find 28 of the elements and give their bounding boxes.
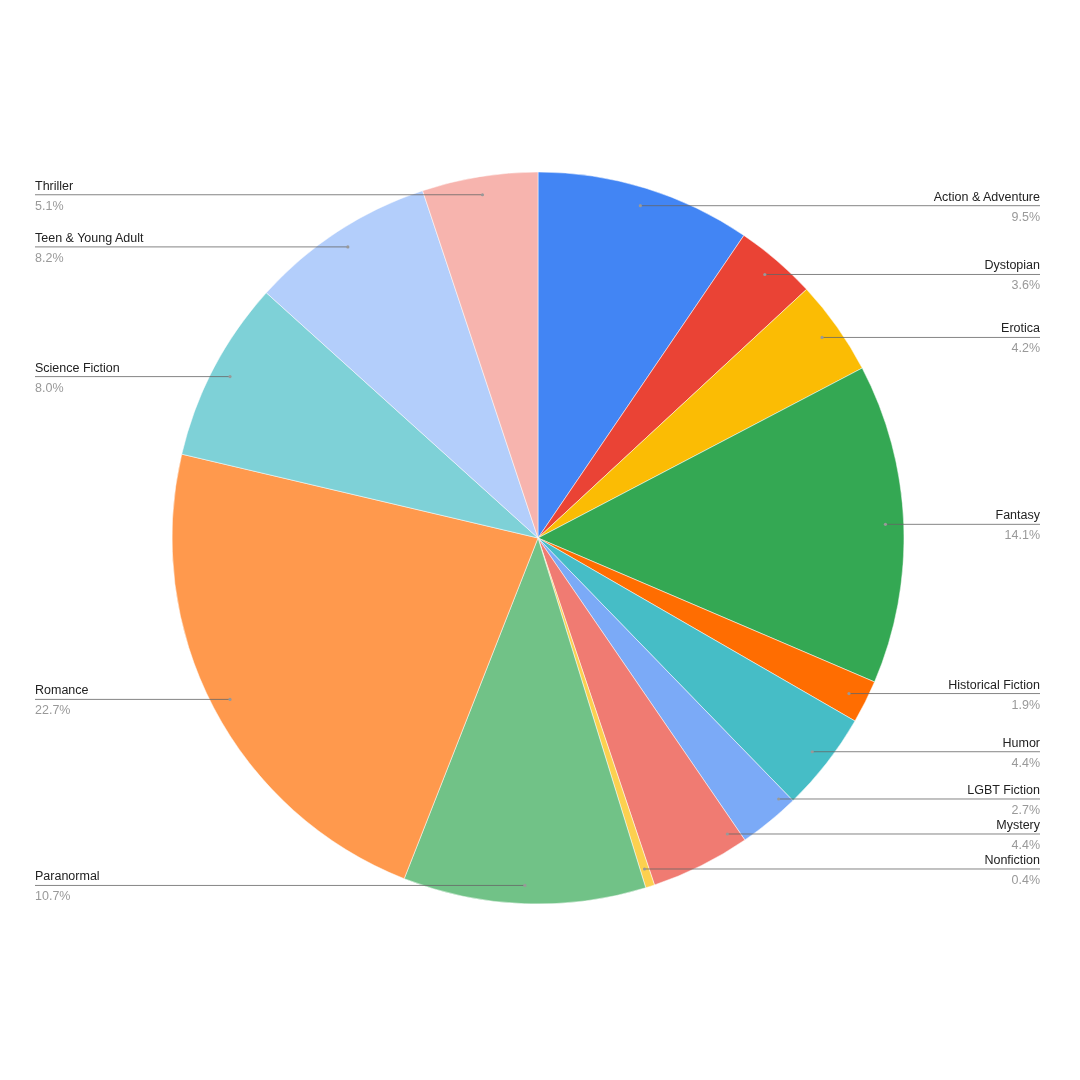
slice-label: Romance bbox=[35, 683, 89, 698]
slice-label: Historical Fiction bbox=[948, 677, 1041, 692]
slice-label: Action & Adventure bbox=[933, 189, 1041, 204]
slice-label: Dystopian bbox=[984, 258, 1041, 273]
data-label: 3.6% bbox=[1011, 278, 1040, 293]
slice-label: LGBT Fiction bbox=[967, 782, 1041, 797]
slice-label: Teen & Young Adult bbox=[35, 230, 144, 245]
slice-label: Nonfiction bbox=[984, 852, 1041, 867]
data-label: 5.1% bbox=[35, 198, 64, 213]
data-label: 14.1% bbox=[1004, 528, 1040, 543]
slice-label: Mystery bbox=[996, 817, 1041, 832]
data-label: 2.7% bbox=[1011, 802, 1040, 817]
data-label: 4.4% bbox=[1011, 837, 1040, 852]
data-label: 9.5% bbox=[1011, 209, 1040, 224]
data-label: 1.9% bbox=[1011, 697, 1040, 712]
data-label: 4.4% bbox=[1011, 755, 1040, 770]
data-label: 22.7% bbox=[35, 703, 71, 718]
slice-label: Erotica bbox=[1001, 321, 1041, 336]
slice-label: Paranormal bbox=[35, 869, 100, 884]
slice-label: Humor bbox=[1002, 735, 1040, 750]
data-label: 0.4% bbox=[1011, 872, 1040, 887]
data-label: 10.7% bbox=[35, 889, 71, 904]
slice-label: Fantasy bbox=[995, 508, 1041, 523]
data-label: 8.0% bbox=[35, 380, 64, 395]
slice-label: Science Fiction bbox=[35, 360, 120, 375]
data-label: 4.2% bbox=[1011, 341, 1040, 356]
data-label: 8.2% bbox=[35, 250, 64, 265]
slice-label: Thriller bbox=[35, 178, 74, 193]
